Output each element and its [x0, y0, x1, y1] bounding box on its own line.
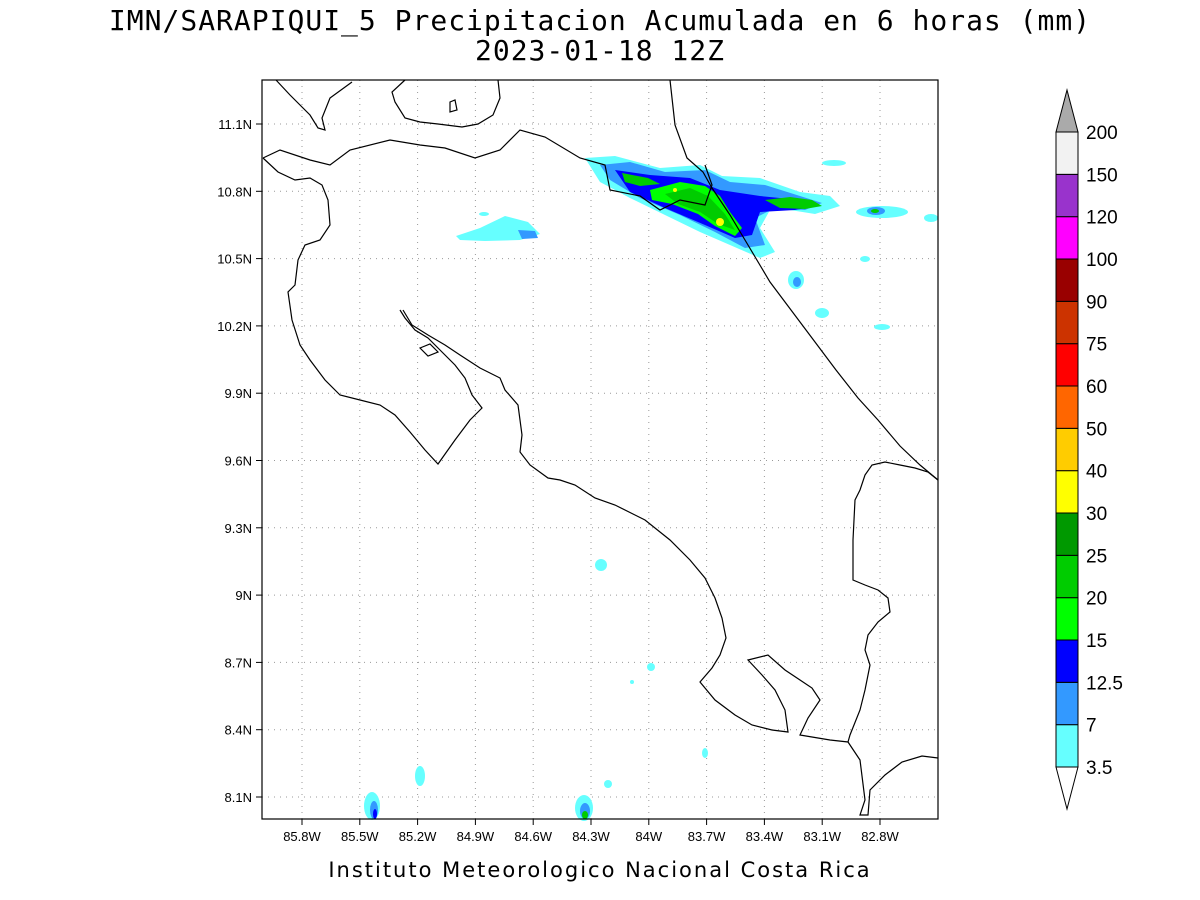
footer-credit: Instituto Meteorologico Nacional Costa R… [328, 858, 872, 882]
precip-area [716, 218, 724, 226]
coastline [262, 129, 713, 211]
lat-tick-label: 8.7N [225, 655, 252, 670]
precip-area [871, 209, 879, 213]
coastline [669, 79, 939, 481]
colorbar-label: 50 [1086, 419, 1107, 440]
coastline [275, 79, 353, 131]
colorbar-label: 120 [1086, 208, 1118, 229]
colorbar-label: 150 [1086, 165, 1118, 186]
lat-tick-label: 9N [235, 588, 252, 603]
colorbar-label: 100 [1086, 250, 1118, 271]
precip-area [373, 809, 377, 819]
precip-area [822, 160, 846, 166]
colorbar-label: 90 [1086, 292, 1107, 313]
lon-tick-label: 82.8W [861, 829, 899, 844]
precip-area [815, 308, 829, 318]
colorbar-label: 60 [1086, 377, 1107, 398]
precip-area [479, 212, 489, 216]
colorbar-swatch [1055, 554, 1079, 599]
coastline [262, 157, 483, 465]
precip-area [415, 766, 425, 786]
plot-frame [261, 79, 939, 820]
lon-tick-label: 84.9W [457, 829, 495, 844]
grid-lines [262, 80, 938, 819]
lon-tick-label: 83.7W [688, 829, 726, 844]
precip-area [765, 197, 822, 209]
precip-area [793, 277, 801, 287]
precip-area [630, 680, 634, 684]
precip-area [874, 324, 890, 330]
lon-tick-label: 84W [635, 829, 662, 844]
precip-area [604, 780, 612, 788]
precip-area [582, 811, 588, 819]
lon-tick-label: 85.5W [341, 829, 379, 844]
lat-tick-labels: 8.1N 8.4N 8.7N 9N 9.3N 9.6N 9.9N 10.2N 10.5N 10.8… [217, 117, 262, 805]
lat-tick-label: 9.6N [225, 454, 252, 469]
lat-tick-label: 10.2N [217, 319, 252, 334]
colorbar-swatch [1055, 512, 1079, 556]
coastline [847, 461, 939, 743]
lon-tick-label: 83.1W [803, 829, 841, 844]
map-date: 2023-01-18 12Z [474, 34, 725, 67]
colorbar-arrow-low [1055, 766, 1079, 811]
coastline [449, 99, 458, 113]
colorbar-label: 30 [1086, 504, 1107, 525]
colorbar-swatch [1055, 385, 1079, 429]
lat-tick-label: 8.4N [225, 723, 252, 738]
lon-tick-label: 84.6W [514, 829, 552, 844]
colorbar-swatch [1055, 639, 1079, 683]
precip-area [595, 559, 607, 571]
precipitation-shading [364, 156, 938, 821]
colorbar-label: 7 [1086, 716, 1097, 737]
precip-area [673, 188, 677, 192]
colorbar-label: 25 [1086, 546, 1107, 567]
precip-area [647, 663, 655, 671]
colorbar-swatch [1055, 300, 1079, 345]
colorbar-swatch [1055, 343, 1079, 387]
colorbar-label: 40 [1086, 462, 1107, 483]
colorbar-label: 20 [1086, 589, 1107, 610]
coastlines [262, 79, 939, 816]
colorbar-label: 200 [1086, 123, 1118, 144]
lon-tick-label: 85.8W [283, 829, 321, 844]
lat-tick-label: 9.9N [225, 386, 252, 401]
lat-tick-label: 8.1N [225, 790, 252, 805]
coastline [391, 79, 501, 128]
colorbar-label: 15 [1086, 631, 1107, 652]
precip-area [456, 216, 540, 241]
colorbar-swatch [1055, 470, 1079, 514]
precip-area [622, 173, 660, 186]
coastline [402, 309, 939, 816]
lon-tick-label: 85.2W [399, 829, 437, 844]
lon-tick-label: 84.3W [572, 829, 610, 844]
lat-tick-label: 9.3N [225, 521, 252, 536]
colorbar-swatch [1055, 597, 1079, 641]
colorbar-label: 12.5 [1086, 673, 1123, 694]
lat-tick-label: 10.5N [217, 252, 252, 267]
colorbar-swatch [1055, 216, 1079, 260]
colorbar-label: 3.5 [1086, 758, 1112, 779]
colorbar-swatch [1055, 258, 1079, 302]
lat-tick-label: 10.8N [217, 184, 252, 199]
precip-area [702, 748, 708, 758]
colorbar-swatch [1055, 131, 1079, 175]
lon-tick-labels: 85.8W 85.5W 85.2W 84.9W 84.6W 84.3W 84W 83.7W 83… [283, 819, 900, 844]
colorbar-swatch [1055, 427, 1079, 472]
coastline [418, 343, 440, 357]
precip-area [860, 256, 870, 262]
colorbar-arrow-high [1055, 88, 1079, 133]
precip-area [924, 214, 938, 222]
precip-area [518, 230, 538, 239]
colorbar-swatch [1055, 173, 1079, 218]
colorbar-label: 75 [1086, 335, 1107, 356]
map-title: IMN/SARAPIQUI_5 Precipitacion Acumulada … [108, 4, 1092, 37]
colorbar: 3.5 7 12.5 15 20 25 30 40 50 60 75 90 100 120 150 200 [1055, 88, 1123, 811]
colorbar-swatch [1055, 681, 1079, 726]
lat-tick-label: 11.1N [218, 117, 252, 132]
lon-tick-label: 83.4W [746, 829, 784, 844]
colorbar-swatch [1055, 724, 1079, 768]
